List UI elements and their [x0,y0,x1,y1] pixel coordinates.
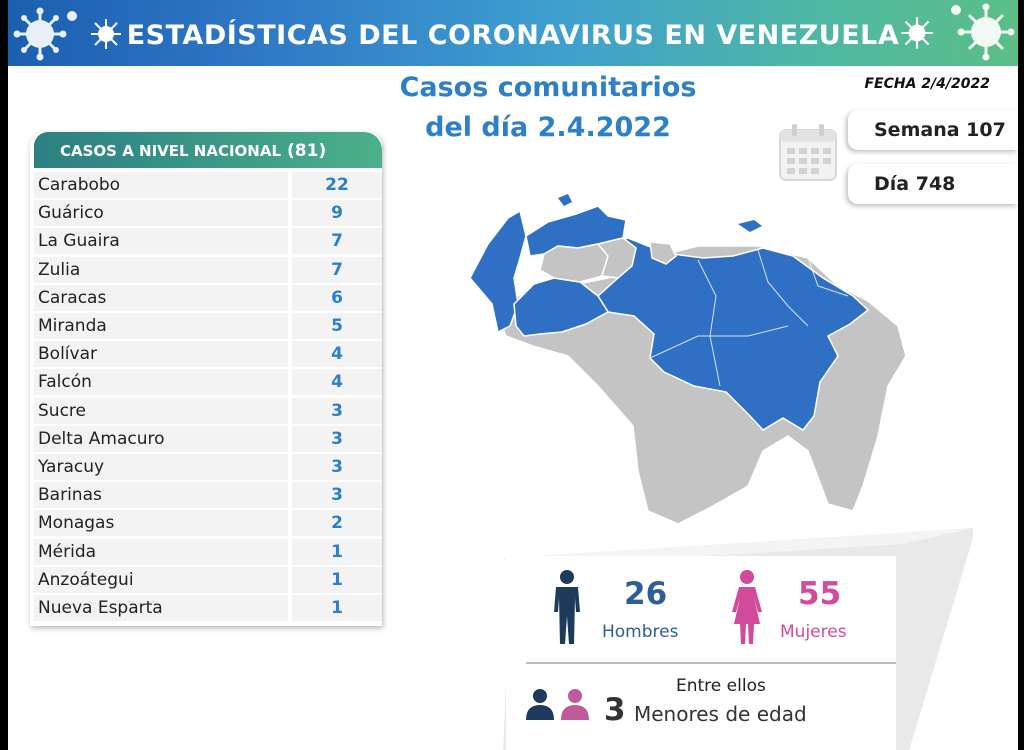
men-label: Hombres [602,622,679,642]
map-zulia [469,209,527,334]
stats-divider [526,662,896,664]
table-row: Nueva Esparta 1 [34,595,382,621]
menores-intro: Entre ellos [676,676,766,696]
state-cases: 9 [292,200,382,227]
venezuela-map [469,194,907,525]
state-cases: 1 [292,595,382,621]
report-date: FECHA 2/4/2022 [864,76,990,92]
state-cases: 7 [292,228,382,255]
state-name: Caracas [34,284,288,311]
day-badge: Día 748 [848,164,1018,204]
menores-count: 3 [604,692,626,728]
virus-icon [91,19,121,49]
table-row: Carabobo 22 [34,172,382,198]
table-row: Falcón 4 [34,369,382,396]
male-icon [554,570,580,644]
state-cases: 3 [292,482,382,509]
table-row: Yaracuy 3 [34,454,382,480]
state-name: Monagas [34,510,288,537]
state-cases: 4 [292,341,382,368]
virus-icon [951,3,1015,61]
state-name: Anzoátegui [34,566,288,593]
national-cases-table: CASOS A NIVEL NACIONAL (81) Carabobo 22 Guá… [30,132,382,626]
state-name: Sucre [34,397,288,424]
map-west [513,277,610,337]
header-banner: ESTADÍSTICAS DEL CORONAVIRUS EN VENEZUEL… [8,0,1018,66]
national-total: (81) [287,141,327,161]
table-row: Barinas 3 [34,482,382,509]
table-row: Delta Amacuro 3 [34,425,382,452]
state-cases: 22 [292,172,382,198]
table-row: Guárico 9 [34,200,382,227]
header-title: ESTADÍSTICAS DEL CORONAVIRUS EN VENEZUEL… [126,20,900,51]
women-count: 55 [798,576,842,612]
map-nueva-esparta [738,220,762,232]
women-label: Mujeres [780,622,847,642]
state-name: Guárico [34,200,288,227]
table-row: Mérida 1 [34,538,382,565]
state-cases: 4 [292,369,382,396]
state-name: Barinas [34,482,288,509]
state-cases: 2 [292,510,382,537]
state-name: Mérida [34,538,288,565]
table-row: Caracas 6 [34,284,382,311]
state-cases: 1 [292,566,382,593]
virus-icon [901,17,933,49]
state-cases: 7 [292,256,382,283]
table-header-label: CASOS A NIVEL NACIONAL [60,142,282,160]
state-name: Carabobo [34,172,288,198]
child-male-icon [526,689,554,720]
map-gray-portuguesa [596,237,637,279]
map-island [558,194,572,206]
state-name: Yaracuy [34,454,288,480]
female-icon [732,570,762,644]
table-header: CASOS A NIVEL NACIONAL (81) [34,132,382,168]
table-row: Bolívar 4 [34,341,382,368]
state-cases: 3 [292,397,382,424]
infographic: ESTADÍSTICAS DEL CORONAVIRUS EN VENEZUEL… [8,0,1018,750]
state-name: Nueva Esparta [34,595,288,621]
table-row: Anzoátegui 1 [34,566,382,593]
main-title-line1: Casos comunitarios [399,72,697,103]
table-row: Zulia 7 [34,256,382,283]
map-gray-lara [539,243,609,283]
table-row: La Guaira 7 [34,228,382,255]
main-title-line2: del día 2.4.2022 [425,112,671,143]
state-cases: 1 [292,538,382,565]
state-cases: 3 [292,425,382,452]
state-name: Delta Amacuro [34,425,288,452]
calendar-icon [779,124,837,181]
state-cases: 3 [292,454,382,480]
state-name: Bolívar [34,341,288,368]
child-female-icon [561,689,589,720]
map-central-east [597,237,870,431]
table-row: Monagas 2 [34,510,382,537]
state-name: Falcón [34,369,288,396]
men-count: 26 [624,576,668,612]
state-name: La Guaira [34,228,288,255]
state-name: Zulia [34,256,288,283]
menores-label: Menores de edad [634,702,807,726]
table-row: Miranda 5 [34,313,382,339]
state-name: Miranda [34,313,288,339]
virus-icon [13,7,77,61]
table-row: Sucre 3 [34,397,382,424]
map-gray-aragua [649,241,677,265]
week-badge: Semana 107 [848,110,1018,150]
state-cases: 6 [292,284,382,311]
state-cases: 5 [292,313,382,339]
